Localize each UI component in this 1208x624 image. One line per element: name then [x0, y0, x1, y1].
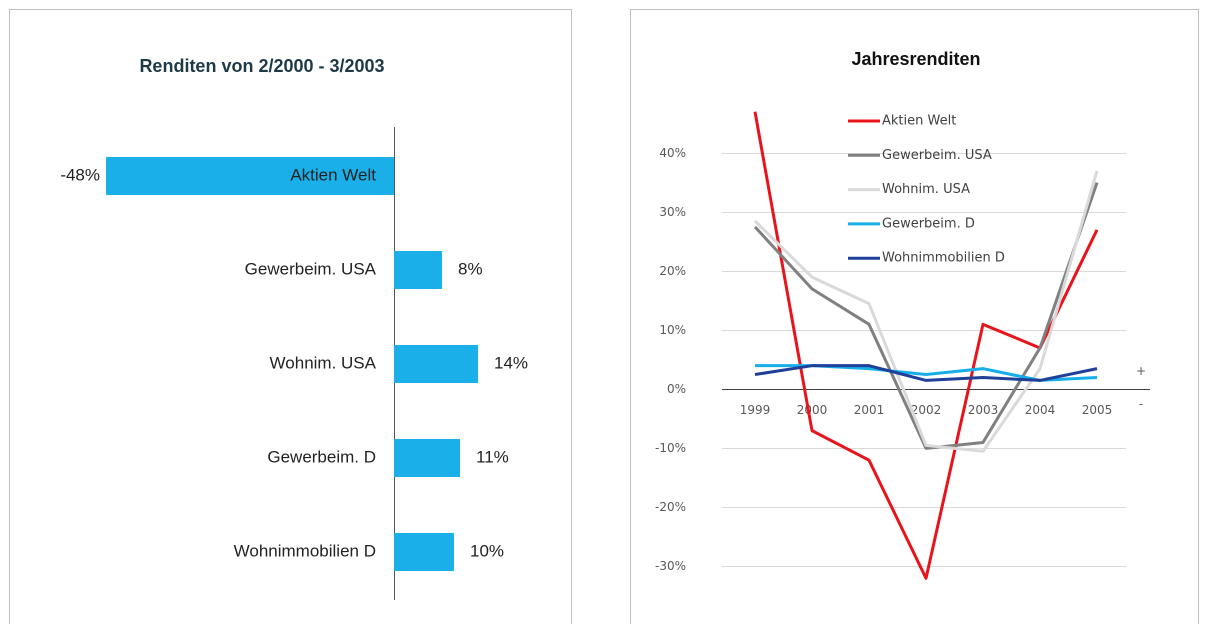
annotation: - — [1139, 397, 1143, 411]
category-label: Gewerbeim. D — [267, 447, 376, 466]
y-tick-label: 10% — [659, 323, 686, 337]
y-tick-label: 40% — [659, 146, 686, 160]
legend-label: Wohnimmobilien D — [882, 251, 1005, 266]
annotation: + — [1136, 364, 1146, 378]
bar — [394, 439, 460, 477]
chart-title: Renditen von 2/2000 - 3/2003 — [139, 56, 384, 76]
category-label: Wohnimmobilien D — [234, 541, 376, 560]
y-tick-label: 20% — [659, 264, 686, 278]
y-tick-label: -20% — [655, 500, 686, 514]
x-tick-label: 2004 — [1025, 403, 1056, 417]
chart-title: Jahresrenditen — [851, 49, 980, 69]
value-label: 10% — [470, 541, 504, 560]
x-tick-label: 2002 — [911, 403, 942, 417]
bar — [394, 533, 454, 571]
y-tick-label: 0% — [667, 382, 686, 396]
y-tick-label: -10% — [655, 441, 686, 455]
bar — [106, 157, 394, 195]
category-label: Aktien Welt — [290, 165, 376, 184]
value-label: 11% — [476, 447, 509, 466]
series-line — [753, 182, 1099, 450]
legend-label: Wohnim. USA — [882, 182, 970, 197]
value-label: 8% — [458, 259, 483, 278]
x-tick-label: 1999 — [740, 403, 771, 417]
category-label: Gewerbeim. USA — [245, 259, 377, 278]
panel-right — [630, 9, 1199, 624]
x-tick-label: 2005 — [1082, 403, 1113, 417]
x-tick-label: 2000 — [797, 403, 828, 417]
legend-label: Aktien Welt — [882, 114, 956, 129]
legend-label: Gewerbeim. D — [882, 216, 975, 231]
value-label: 14% — [494, 353, 528, 372]
series-line — [754, 364, 1098, 382]
series-line — [753, 170, 1099, 453]
x-tick-label: 2001 — [854, 403, 885, 417]
bar — [394, 251, 442, 289]
bar — [394, 345, 478, 383]
y-tick-label: -30% — [655, 559, 686, 573]
y-tick-label: 30% — [659, 205, 686, 219]
value-label: -48% — [60, 165, 100, 184]
x-tick-label: 2003 — [968, 403, 999, 417]
category-label: Wohnim. USA — [270, 353, 377, 372]
legend-label: Gewerbeim. USA — [882, 148, 992, 163]
panel-left — [9, 9, 572, 624]
